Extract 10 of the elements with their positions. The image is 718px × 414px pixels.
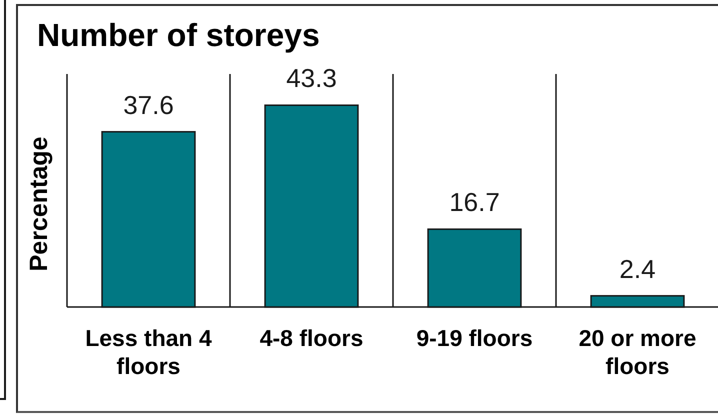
x-tick-label: 20 or more floors [578, 325, 696, 379]
data-label: 2.4 [619, 254, 656, 284]
y-axis-title: Percentage [25, 136, 53, 272]
data-label: 43.3 [286, 63, 337, 94]
x-tick-label: 4-8 floors [260, 325, 364, 351]
chart-title: Number of storeys [37, 17, 320, 53]
x-tick-label: Less than 4 floors [85, 325, 212, 379]
data-label: 16.7 [449, 187, 500, 218]
x-tick-label: 9-19 floors [416, 325, 533, 351]
data-label: 37.6 [123, 90, 174, 120]
